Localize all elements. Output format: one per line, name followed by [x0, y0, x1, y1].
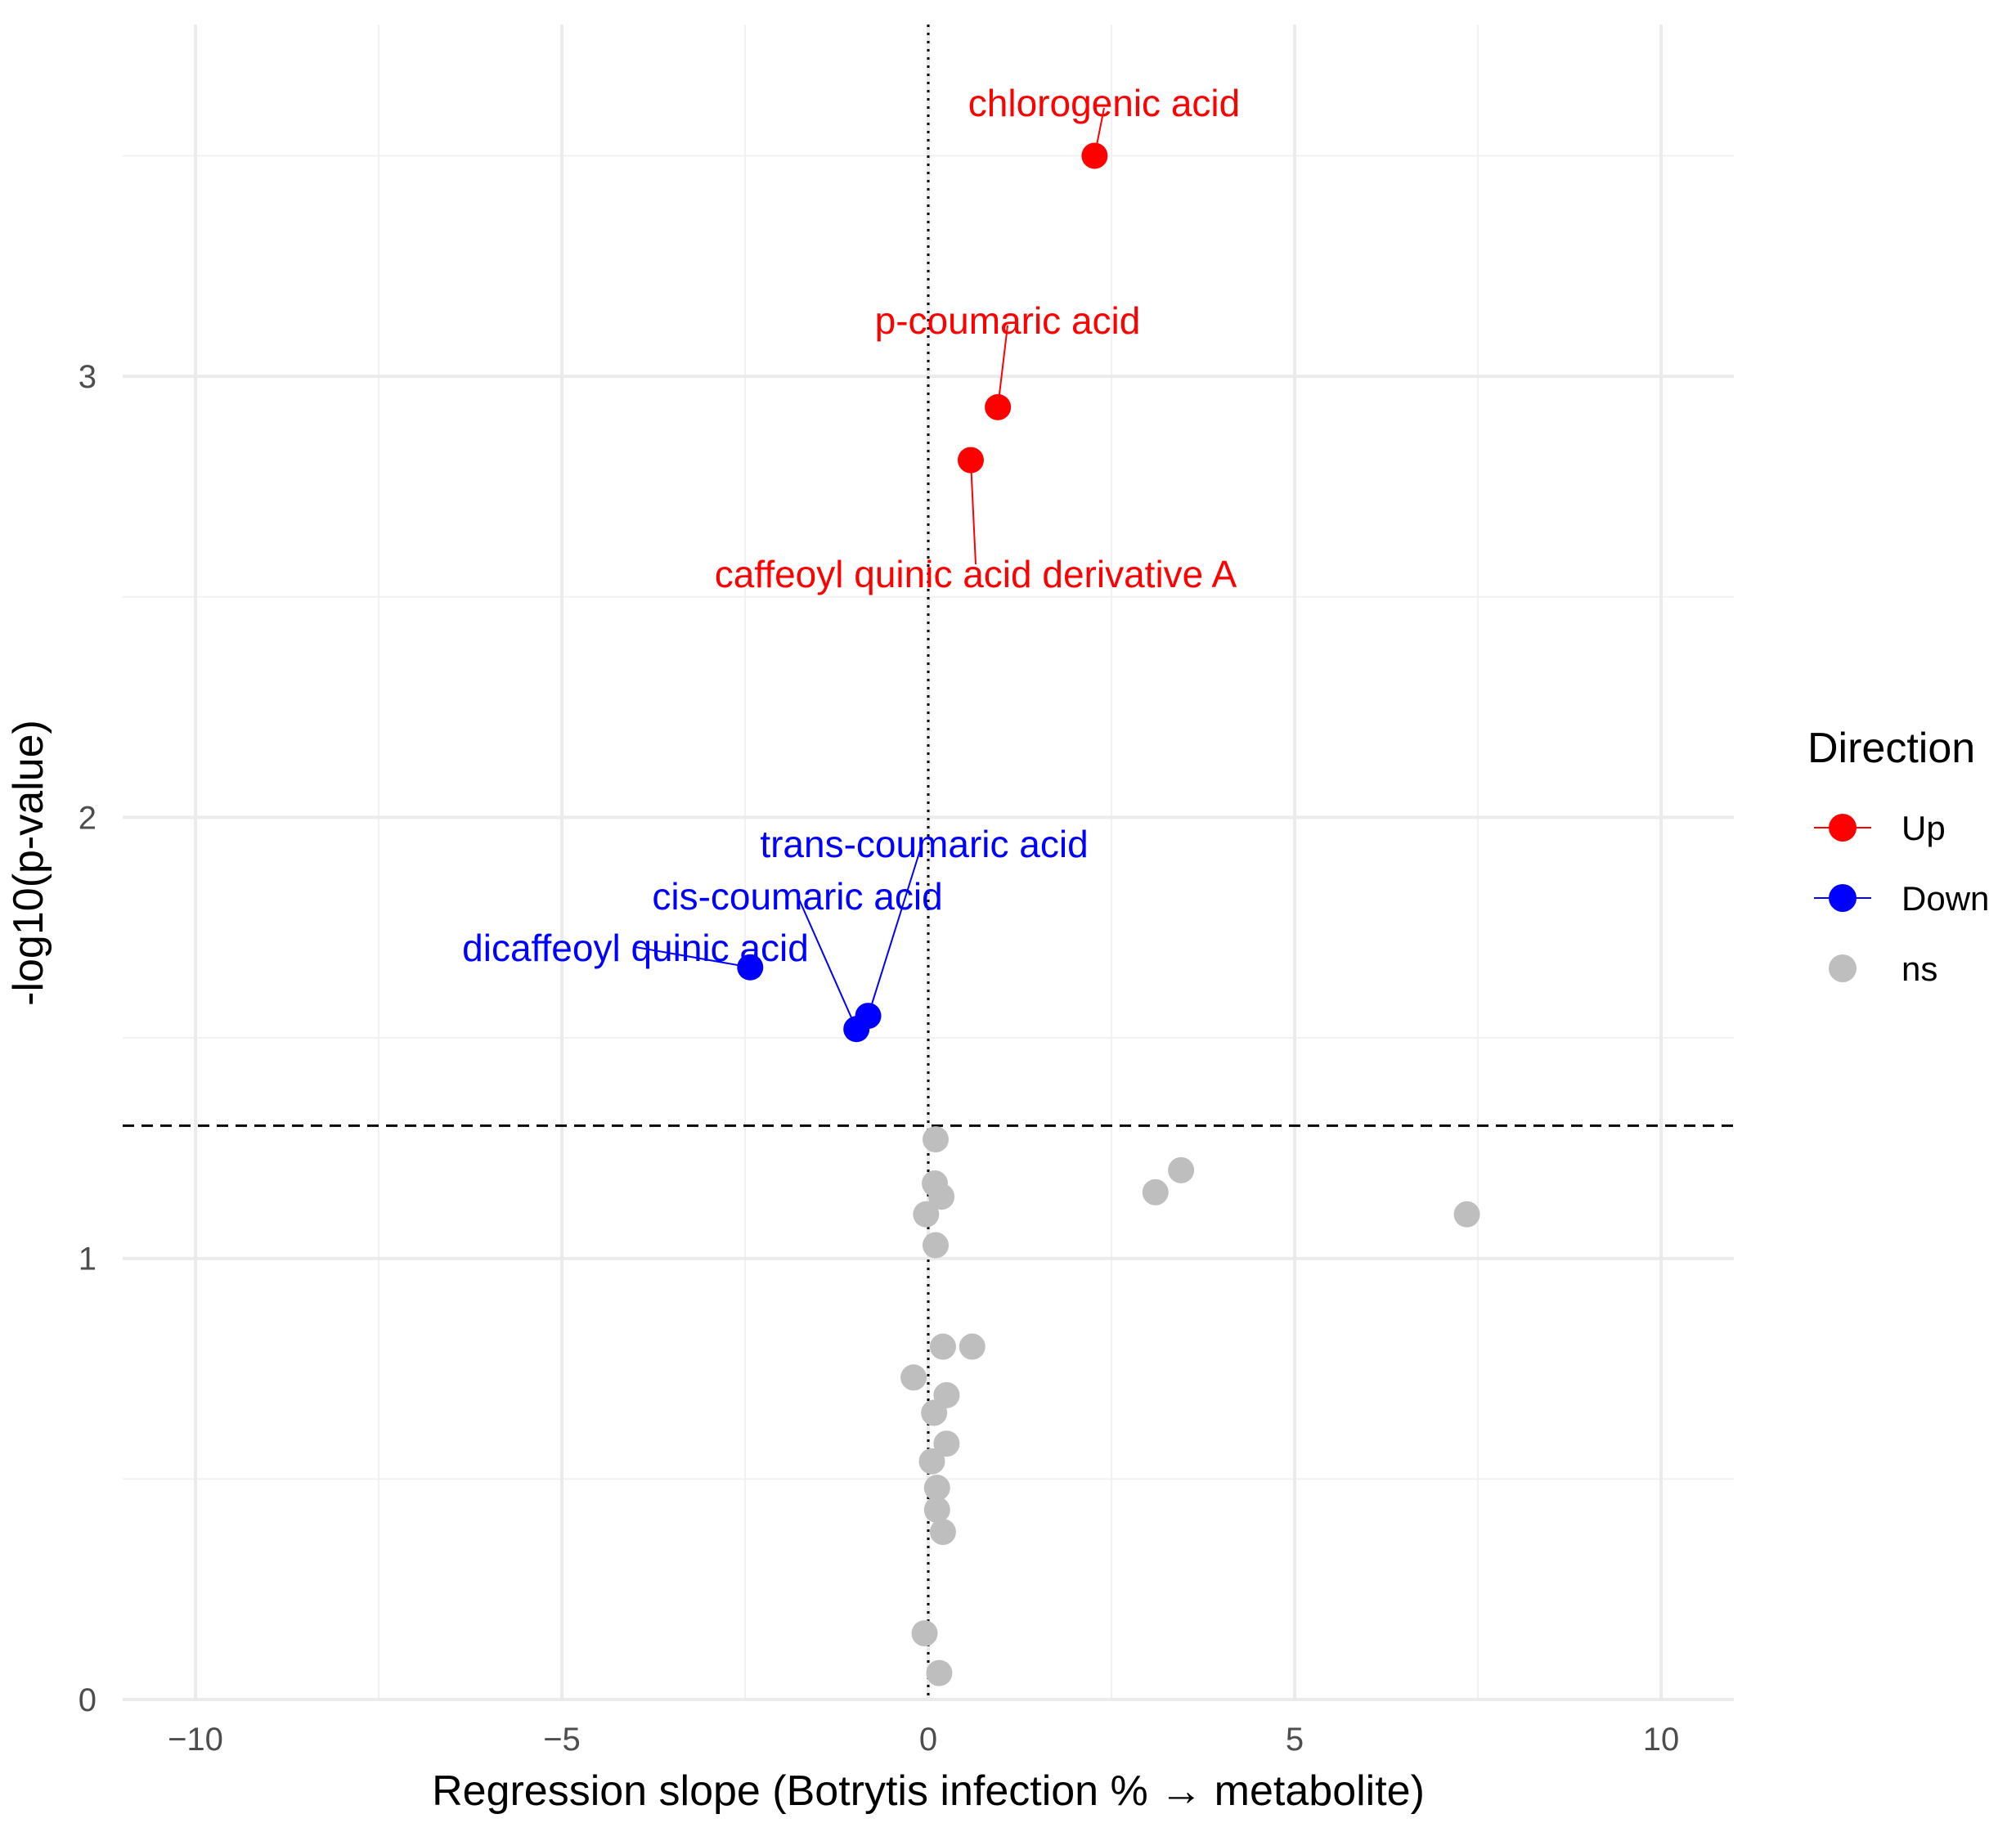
data-point-ns [922, 1232, 949, 1259]
legend-key-up [1829, 814, 1857, 842]
y-tick-label: 0 [79, 1682, 97, 1718]
y-tick-label: 1 [79, 1242, 97, 1277]
x-tick-label: −10 [168, 1722, 223, 1758]
x-tick-label: −5 [543, 1722, 581, 1758]
data-point-ns [918, 1448, 945, 1475]
data-point-ns [933, 1430, 960, 1457]
reference-lines [123, 25, 1734, 1700]
legend-title: Direction [1807, 725, 1975, 772]
data-point-ns [900, 1364, 927, 1391]
label-leader-line [969, 460, 977, 565]
legend-items: Up Down ns [1814, 809, 1989, 988]
data-point-ns [928, 1183, 955, 1210]
data-point-ns [923, 1497, 950, 1524]
data-point-down [737, 954, 764, 981]
data-point-ns [911, 1620, 938, 1647]
label-leader-line [797, 895, 858, 1030]
y-tick-label: 2 [79, 800, 97, 836]
data-point-ns [929, 1333, 956, 1360]
point-label: p-coumaric acid [875, 299, 1141, 342]
x-axis-title: Regression slope (Botrytis infection % →… [432, 1767, 1425, 1815]
point-label: dicaffeoyl quinic acid [462, 927, 809, 969]
data-point-ns [1453, 1201, 1480, 1228]
legend-key-down [1829, 884, 1857, 912]
data-point-ns [921, 1399, 948, 1426]
legend-key-ns [1829, 954, 1857, 982]
legend-label: Down [1902, 879, 1989, 918]
data-point-ns [926, 1659, 953, 1686]
point-labels: chlorogenic acid p-coumaric acid caffeoyl … [462, 82, 1240, 969]
label-leader-line [867, 842, 923, 1017]
label-leader-line [997, 325, 1008, 407]
legend: Direction Up Down ns [1807, 725, 1989, 988]
data-point-ns [922, 1126, 949, 1153]
data-point-down [843, 1016, 870, 1043]
legend-label: Up [1902, 809, 1946, 847]
point-label: chlorogenic acid [968, 82, 1240, 124]
label-leader-lines [635, 107, 1105, 1030]
y-tick-label: 3 [79, 359, 97, 395]
data-point-up [1081, 142, 1108, 169]
label-leader-line [635, 946, 751, 968]
data-point-ns [913, 1201, 940, 1228]
data-points [737, 142, 1480, 1686]
y-axis-title: -log10(p-value) [5, 720, 52, 1006]
axes: −10 −5 0 5 10 0 1 2 3 [79, 359, 1680, 1758]
data-point-up [985, 393, 1012, 420]
point-label: cis-coumaric acid [652, 875, 942, 918]
x-tick-label: 0 [919, 1722, 937, 1758]
data-point-ns [1142, 1179, 1169, 1206]
data-point-ns [1168, 1156, 1195, 1183]
point-label: caffeoyl quinic acid derivative A [715, 553, 1237, 595]
data-point-up [957, 447, 984, 474]
legend-label: ns [1902, 950, 1937, 988]
point-label: trans-coumaric acid [760, 823, 1088, 865]
x-tick-label: 5 [1286, 1722, 1304, 1758]
data-point-ns [929, 1519, 956, 1546]
data-point-ns [959, 1333, 986, 1360]
x-tick-label: 10 [1643, 1722, 1680, 1758]
data-point-ns [923, 1475, 950, 1502]
